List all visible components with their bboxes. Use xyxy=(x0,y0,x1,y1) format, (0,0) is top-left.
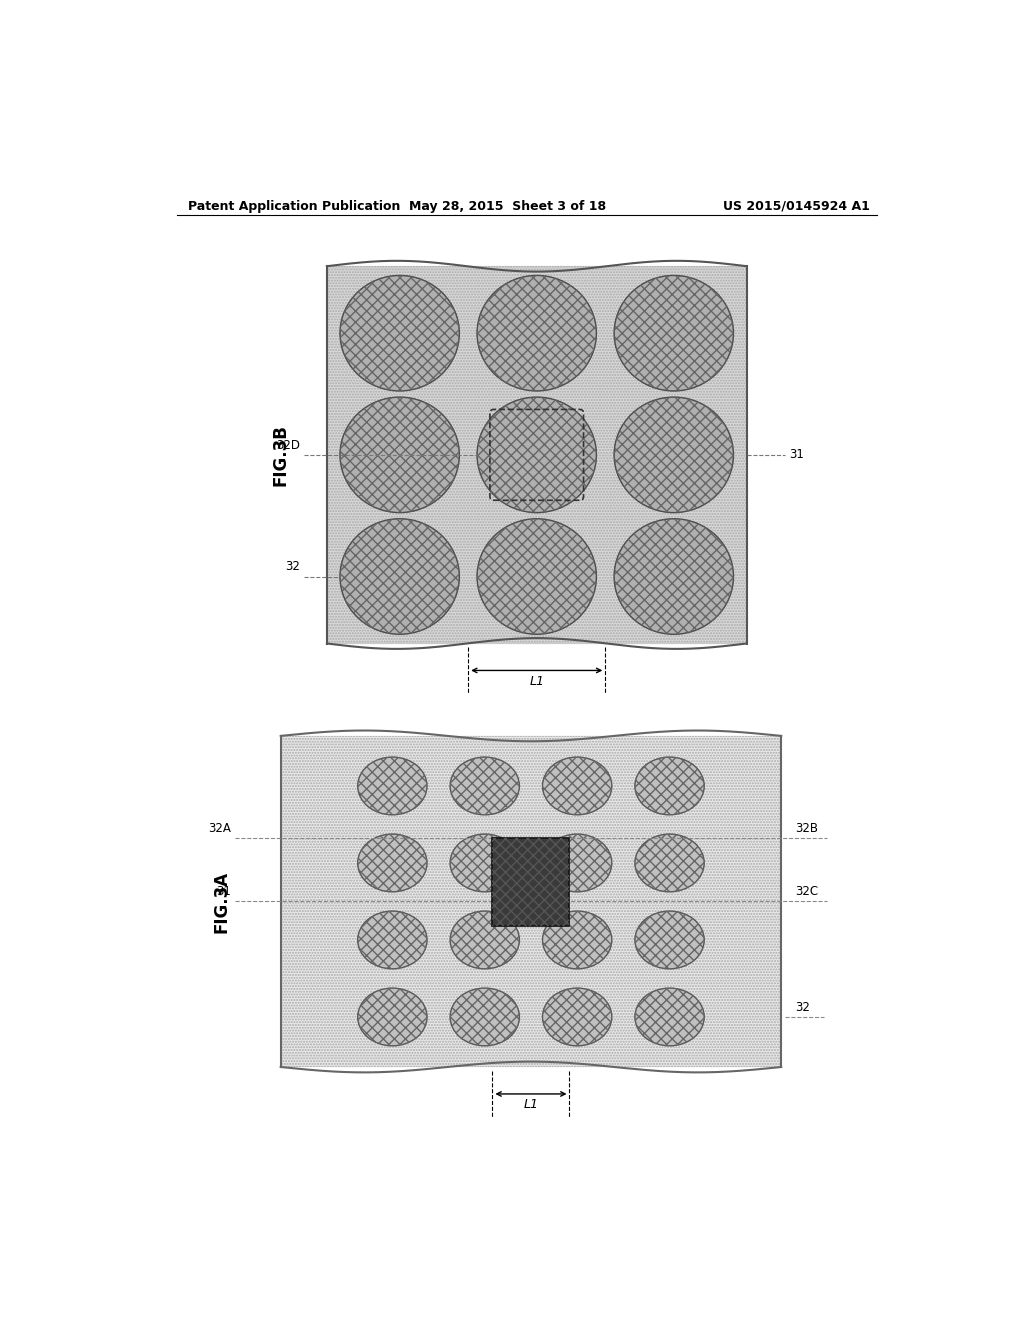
Ellipse shape xyxy=(451,834,519,892)
Text: 31: 31 xyxy=(788,449,804,462)
Bar xyxy=(493,838,569,927)
Polygon shape xyxy=(327,267,746,644)
Ellipse shape xyxy=(635,834,705,892)
Text: 32A: 32A xyxy=(208,822,230,834)
Ellipse shape xyxy=(357,989,427,1045)
Text: L1: L1 xyxy=(529,675,544,688)
Ellipse shape xyxy=(614,519,733,635)
Bar xyxy=(493,838,569,927)
Polygon shape xyxy=(281,737,781,1067)
Ellipse shape xyxy=(340,276,460,391)
Text: Patent Application Publication: Patent Application Publication xyxy=(188,199,400,213)
Ellipse shape xyxy=(340,519,460,635)
Text: May 28, 2015  Sheet 3 of 18: May 28, 2015 Sheet 3 of 18 xyxy=(410,199,606,213)
Ellipse shape xyxy=(357,911,427,969)
Text: 32C: 32C xyxy=(795,886,818,899)
Ellipse shape xyxy=(635,758,705,814)
Ellipse shape xyxy=(543,834,611,892)
Text: FIG.3A: FIG.3A xyxy=(212,870,230,932)
Text: 31: 31 xyxy=(216,886,230,899)
Text: L1: L1 xyxy=(523,1098,539,1111)
Text: 32: 32 xyxy=(795,1001,810,1014)
Ellipse shape xyxy=(614,397,733,512)
Ellipse shape xyxy=(543,989,611,1045)
Ellipse shape xyxy=(357,758,427,814)
Text: 32B: 32B xyxy=(795,822,818,834)
Ellipse shape xyxy=(543,758,611,814)
Ellipse shape xyxy=(340,397,460,512)
Text: 32D: 32D xyxy=(275,438,300,451)
Text: 32: 32 xyxy=(285,561,300,573)
Ellipse shape xyxy=(451,758,519,814)
Ellipse shape xyxy=(635,911,705,969)
Ellipse shape xyxy=(477,276,596,391)
Ellipse shape xyxy=(477,397,596,512)
Ellipse shape xyxy=(451,911,519,969)
Ellipse shape xyxy=(357,834,427,892)
Ellipse shape xyxy=(635,989,705,1045)
Text: US 2015/0145924 A1: US 2015/0145924 A1 xyxy=(723,199,869,213)
Ellipse shape xyxy=(543,911,611,969)
Ellipse shape xyxy=(614,276,733,391)
Ellipse shape xyxy=(451,989,519,1045)
Text: FIG.3B: FIG.3B xyxy=(271,424,290,486)
Ellipse shape xyxy=(477,519,596,635)
